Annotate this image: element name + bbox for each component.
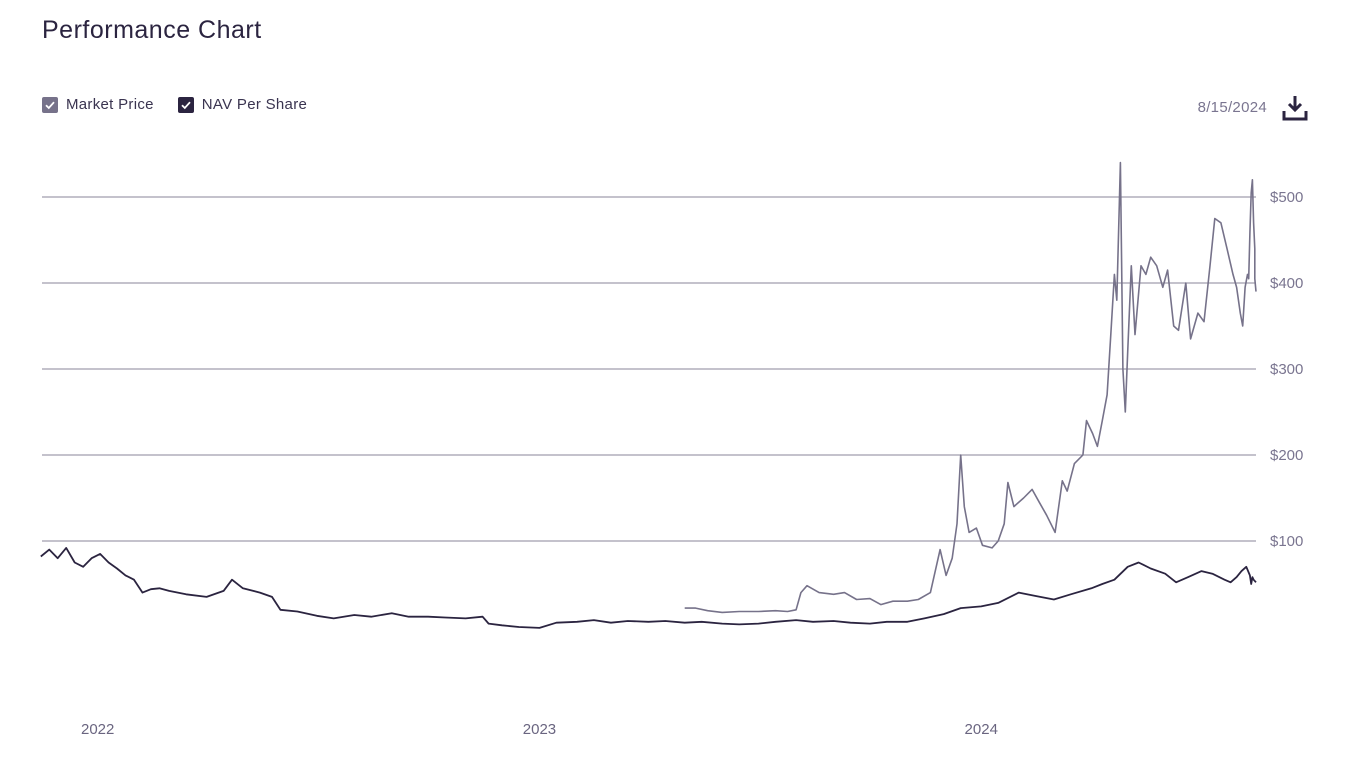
nav-per-share-checkbox[interactable]: [177, 96, 194, 113]
check-icon: [45, 101, 55, 109]
as-of-date: 8/15/2024: [1197, 99, 1267, 116]
y-tick-label: $300: [1270, 361, 1303, 378]
x-axis-labels: 2022 2023 2024: [81, 721, 998, 738]
market-price-checkbox[interactable]: [42, 96, 58, 113]
chart-legend: Market Price NAV Per Share: [42, 96, 307, 113]
x-tick-label: 2022: [81, 721, 114, 738]
download-icon: [1282, 96, 1308, 121]
legend-label-nav-per-share: NAV Per Share: [201, 96, 308, 113]
y-axis-labels: $100 $200 $300 $400 $500: [1270, 189, 1303, 550]
y-tick-label: $200: [1270, 447, 1303, 464]
x-tick-label: 2024: [965, 721, 998, 738]
chart-series: [40, 161, 1257, 629]
y-tick-label: $100: [1270, 533, 1303, 550]
legend-item-market-price[interactable]: Market Price: [42, 96, 154, 113]
chart-grid: [42, 196, 1256, 542]
legend-label-market-price: Market Price: [66, 96, 154, 113]
x-tick-label: 2023: [523, 721, 556, 738]
legend-item-nav-per-share[interactable]: NAV Per Share: [177, 96, 308, 113]
series-line-market-price: [684, 161, 1257, 614]
download-button[interactable]: [1282, 94, 1308, 122]
series-line-nav-per-share: [40, 547, 1257, 629]
y-tick-label: $500: [1270, 189, 1303, 206]
page-title: Performance Chart: [42, 16, 262, 44]
check-icon: [181, 101, 191, 109]
y-tick-label: $400: [1270, 275, 1303, 292]
